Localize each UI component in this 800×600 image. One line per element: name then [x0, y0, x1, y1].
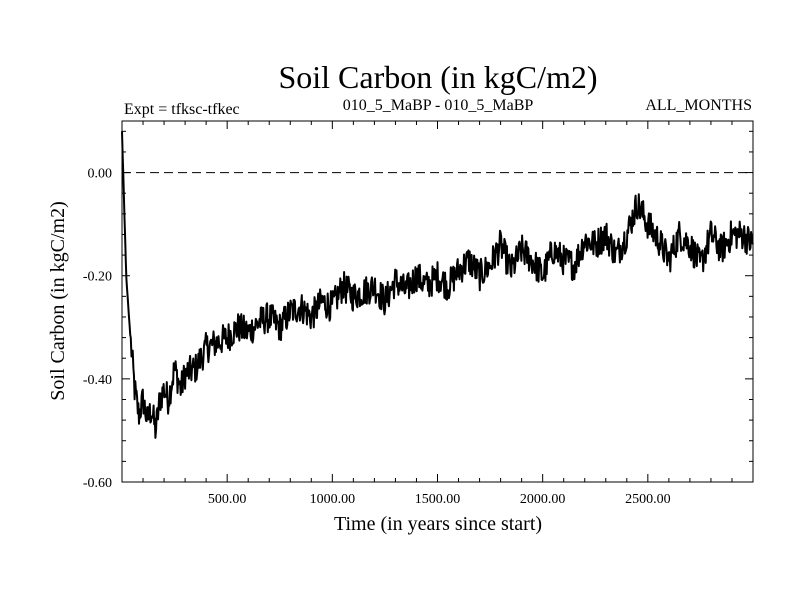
- x-axis-label: Time (in years since start): [334, 513, 542, 535]
- y-axis-label: Soil Carbon (in kgC/m2): [47, 201, 69, 400]
- y-tick-label: -0.20: [83, 270, 112, 285]
- y-tick-label: -0.40: [83, 373, 112, 388]
- x-tick-label: 500.00: [208, 492, 247, 507]
- subtitle-right: ALL_MONTHS: [645, 97, 752, 114]
- chart-title: Soil Carbon (in kgC/m2): [278, 59, 597, 95]
- y-tick-label: 0.00: [88, 167, 113, 182]
- x-axis-ticks: 500.00 1000.00 1500.00 2000.00 2500.00: [142, 121, 733, 507]
- x-tick-label: 2500.00: [625, 492, 671, 507]
- x-tick-label: 1500.00: [415, 492, 461, 507]
- plot-frame: [121, 120, 754, 483]
- soil-carbon-series-line: [121, 131, 754, 439]
- y-tick-label: -0.60: [83, 476, 112, 491]
- subtitle-center: 010_5_MaBP - 010_5_MaBP: [343, 97, 534, 114]
- x-tick-label: 2000.00: [520, 492, 566, 507]
- subtitle-left: Expt = tfksc-tfkec: [124, 101, 240, 118]
- x-tick-label: 1000.00: [310, 492, 356, 507]
- y-axis-ticks: 0.00 -0.20 -0.40 -0.60: [83, 130, 753, 491]
